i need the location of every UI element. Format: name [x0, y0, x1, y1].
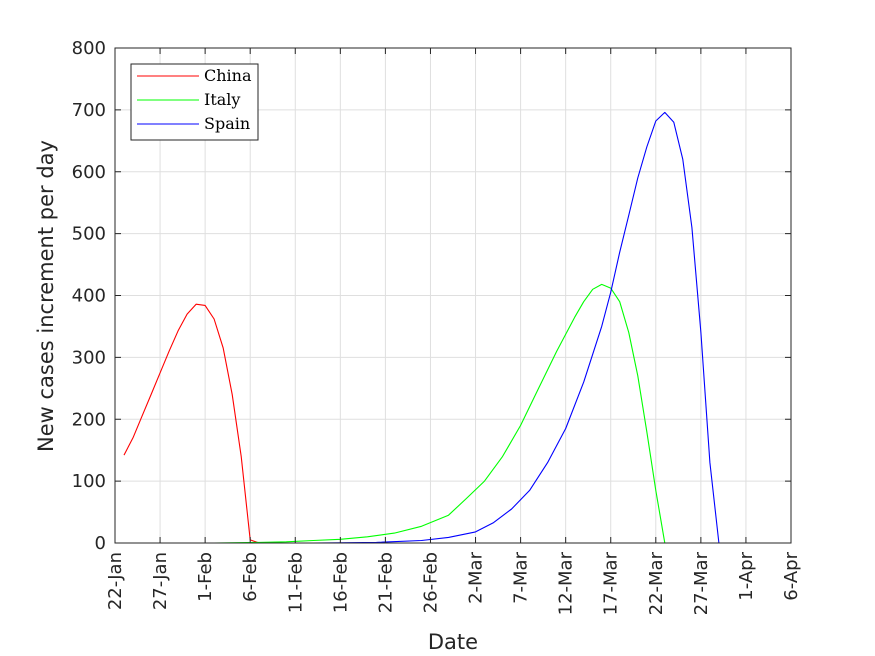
x-tick-label: 12-Mar: [556, 551, 577, 615]
y-tick-label: 700: [72, 100, 106, 121]
x-axis-label: Date: [428, 630, 478, 654]
y-tick-label: 300: [72, 347, 106, 368]
y-tick-label: 100: [72, 471, 106, 492]
x-tick-label: 22-Jan: [105, 552, 126, 610]
y-axis-label: New cases increment per day: [34, 140, 58, 452]
x-tick-label: 27-Mar: [691, 551, 712, 615]
series-line-spain: [124, 111, 728, 544]
x-tick-label: 22-Mar: [646, 551, 667, 615]
legend-box: [130, 63, 259, 141]
legend-label: Spain: [204, 114, 250, 133]
x-tick-label: 6-Apr: [781, 551, 802, 600]
series-line-italy: [124, 283, 674, 544]
x-tick-label: 11-Feb: [285, 552, 306, 613]
y-tick-label: 800: [72, 38, 106, 59]
x-tick-label: 16-Feb: [330, 552, 351, 613]
x-tick-label: 26-Feb: [420, 552, 441, 613]
legend-label: China: [204, 66, 252, 85]
axis-ticks: 0 100 200 300 400 500 600 700 800 22-Jan 27-Jan 1-F…: [72, 38, 802, 615]
x-tick-label: 1-Apr: [736, 551, 757, 600]
legend-label: Italy: [204, 90, 240, 109]
y-tick-label: 500: [72, 224, 106, 245]
x-tick-label: 1-Feb: [195, 552, 216, 602]
x-tick-label: 2-Mar: [466, 551, 487, 604]
y-tick-label: 600: [72, 162, 106, 183]
y-tick-label: 200: [72, 409, 106, 430]
y-tick-label: 0: [95, 533, 106, 554]
x-tick-label: 17-Mar: [601, 551, 622, 615]
x-tick-label: 27-Jan: [150, 552, 171, 610]
x-tick-label: 7-Mar: [511, 551, 532, 604]
x-tick-label: 6-Feb: [240, 552, 261, 602]
x-tick-label: 21-Feb: [375, 552, 396, 613]
y-tick-label: 400: [72, 286, 106, 307]
legend: China Italy Spain: [130, 63, 259, 141]
